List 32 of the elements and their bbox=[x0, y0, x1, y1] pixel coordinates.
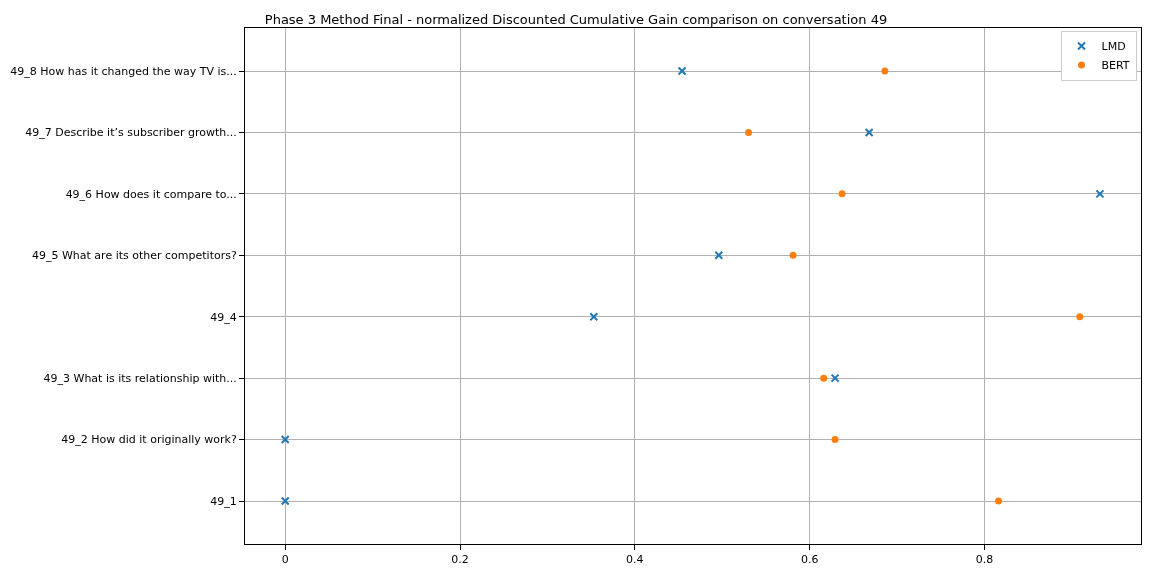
x-tick-label: 0.2 bbox=[451, 553, 469, 567]
y-tick-label: 49_8 How has it changed the way TV is... bbox=[10, 64, 237, 78]
point bbox=[864, 127, 874, 137]
y-tick-label: 49_3 What is its relationship with... bbox=[43, 371, 237, 385]
point bbox=[820, 374, 828, 382]
x-tick-label: 0.6 bbox=[800, 553, 819, 567]
point bbox=[1095, 189, 1105, 199]
legend-label: LMD bbox=[1101, 40, 1126, 54]
point bbox=[881, 67, 889, 75]
point bbox=[838, 190, 846, 198]
chart-title: Phase 3 Method Final - normalized Discounted Cumulative Gain comparison on conversation 49 bbox=[264, 11, 888, 27]
x-tick-label: 0.8 bbox=[975, 553, 994, 567]
legend-label: BERT bbox=[1101, 59, 1130, 73]
point bbox=[714, 250, 724, 260]
x-tick-label: 0 bbox=[281, 553, 289, 567]
point bbox=[677, 66, 687, 76]
y-tick-label: 49_2 How did it originally work? bbox=[61, 433, 237, 447]
point bbox=[995, 497, 1003, 505]
point bbox=[280, 496, 290, 506]
point bbox=[745, 128, 753, 136]
y-tick-label: 49_5 What are its other competitors? bbox=[31, 249, 237, 263]
point bbox=[280, 435, 290, 445]
point bbox=[830, 373, 840, 383]
x-tick-label: 0.4 bbox=[626, 553, 644, 567]
point bbox=[789, 251, 797, 259]
point bbox=[1076, 313, 1084, 321]
y-tick-label: 49_4 bbox=[210, 310, 237, 324]
y-tick-label: 49_1 bbox=[210, 494, 237, 508]
point bbox=[831, 436, 839, 444]
y-tick-label: 49_6 How does it compare to... bbox=[65, 187, 237, 201]
point bbox=[589, 312, 599, 322]
y-tick-label: 49_7 Describe it’s subscriber growth... bbox=[25, 126, 237, 140]
